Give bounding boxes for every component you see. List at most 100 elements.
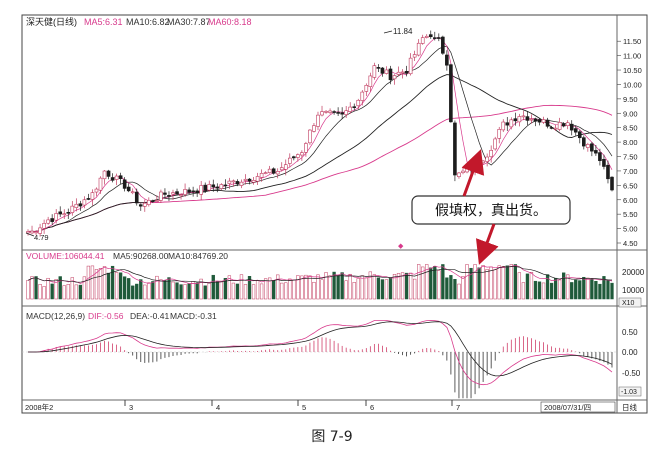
macd-value-label: MACD:-0.31 bbox=[170, 311, 217, 321]
candle-body bbox=[251, 180, 256, 183]
candle-body bbox=[58, 211, 63, 215]
volume-bar bbox=[400, 272, 405, 300]
candle-body bbox=[199, 185, 203, 195]
volume-bar bbox=[58, 276, 62, 300]
cursor-date-box bbox=[540, 401, 616, 413]
candle-body bbox=[187, 189, 191, 193]
volume-bar bbox=[62, 285, 66, 300]
volume-bar bbox=[38, 284, 42, 300]
candle-body bbox=[259, 173, 264, 178]
candle-body bbox=[372, 65, 377, 78]
volume-bar bbox=[332, 271, 336, 300]
candle-body bbox=[147, 199, 151, 205]
volume-bar bbox=[296, 275, 300, 300]
volume-bar bbox=[549, 282, 554, 300]
candle-body bbox=[420, 37, 425, 44]
volume-bar bbox=[529, 272, 534, 300]
volume-bar bbox=[54, 279, 58, 300]
volume-bar bbox=[582, 276, 586, 300]
candle-body bbox=[247, 178, 252, 182]
price-tick-label: 11.50 bbox=[623, 37, 641, 46]
volume-bar bbox=[364, 277, 368, 300]
price-tick-label: 9.00 bbox=[623, 109, 638, 118]
volume-unit: X10 bbox=[622, 300, 635, 307]
price-tick-label: 6.50 bbox=[623, 181, 638, 190]
candle-body bbox=[203, 184, 208, 191]
candle-body bbox=[227, 180, 232, 184]
price-tick-label: 5.00 bbox=[623, 225, 638, 234]
volume-bar bbox=[143, 284, 147, 300]
candle-body bbox=[400, 71, 405, 74]
candle-body bbox=[263, 172, 268, 174]
volume-bar bbox=[90, 265, 95, 300]
volume-bar bbox=[139, 279, 143, 300]
volume-bar bbox=[223, 278, 228, 300]
volume-bar bbox=[70, 277, 74, 300]
candle-body bbox=[606, 164, 610, 180]
price-tick-label: 7.00 bbox=[623, 167, 638, 176]
volume-bar bbox=[324, 272, 328, 300]
volume-bar bbox=[473, 264, 477, 300]
volume-bar bbox=[574, 279, 578, 300]
candle-body bbox=[497, 129, 502, 139]
candle-body bbox=[590, 143, 594, 152]
candle-body bbox=[235, 181, 240, 185]
volume-bar bbox=[110, 265, 115, 300]
candle-body bbox=[279, 167, 284, 171]
candle-body bbox=[215, 186, 220, 189]
volume-bar bbox=[288, 278, 292, 300]
volume-bar bbox=[578, 280, 582, 300]
volume-bar bbox=[493, 269, 497, 300]
volume-bar bbox=[187, 283, 191, 300]
candle-body bbox=[243, 178, 248, 181]
candle-body bbox=[408, 57, 413, 75]
volume-bar bbox=[211, 274, 215, 300]
volume-bar bbox=[610, 282, 614, 300]
candle-body bbox=[70, 205, 75, 213]
volume-bar bbox=[348, 273, 352, 300]
price-tick-label: 7.50 bbox=[623, 153, 638, 162]
price-tick-label: 10.50 bbox=[623, 66, 642, 75]
macd-tick-neg1.03: -1.03 bbox=[621, 389, 637, 396]
candle-body bbox=[336, 112, 340, 114]
candle-body bbox=[151, 200, 155, 202]
candle-body bbox=[424, 35, 429, 38]
candle-body bbox=[296, 154, 300, 158]
volume-bar bbox=[384, 279, 389, 300]
candle-body bbox=[312, 125, 316, 132]
callout-box bbox=[411, 195, 571, 225]
volume-bar bbox=[251, 284, 256, 300]
volume-bar bbox=[517, 272, 522, 300]
volume-bar bbox=[247, 276, 252, 300]
volume-bar bbox=[606, 279, 610, 300]
volume-bar bbox=[82, 276, 87, 300]
candle-body bbox=[594, 150, 598, 154]
volume-bar bbox=[509, 264, 513, 300]
candle-body bbox=[509, 119, 514, 128]
volume-bar bbox=[175, 282, 179, 300]
macd-min-box bbox=[618, 386, 642, 397]
macd-dif-line bbox=[28, 320, 613, 386]
candle-body bbox=[102, 170, 107, 180]
volume-bar bbox=[388, 278, 393, 300]
volume-bar bbox=[26, 280, 30, 300]
volume-bar bbox=[66, 284, 70, 300]
volume-bar bbox=[541, 282, 546, 300]
volume-bar bbox=[42, 286, 46, 300]
volume-bar bbox=[167, 277, 171, 300]
volume-label: VOLUME:106044.41 bbox=[26, 251, 105, 261]
volume-bar bbox=[94, 269, 99, 300]
candle-body bbox=[493, 138, 498, 150]
candle-body bbox=[62, 213, 67, 216]
macd-dea-line bbox=[28, 321, 613, 377]
macd-dif-label: DIF:-0.56 bbox=[88, 311, 124, 321]
candle-body bbox=[549, 127, 554, 129]
volume-bar bbox=[408, 272, 413, 300]
volume-bar bbox=[465, 264, 469, 300]
price-tick-label: 11.00 bbox=[623, 52, 641, 61]
volume-bar bbox=[292, 279, 296, 300]
price-tick-label: 5.50 bbox=[623, 210, 638, 219]
candle-body bbox=[396, 71, 401, 75]
macd-tick-neg0.50: -0.50 bbox=[622, 369, 641, 378]
volume-bar bbox=[191, 281, 195, 300]
